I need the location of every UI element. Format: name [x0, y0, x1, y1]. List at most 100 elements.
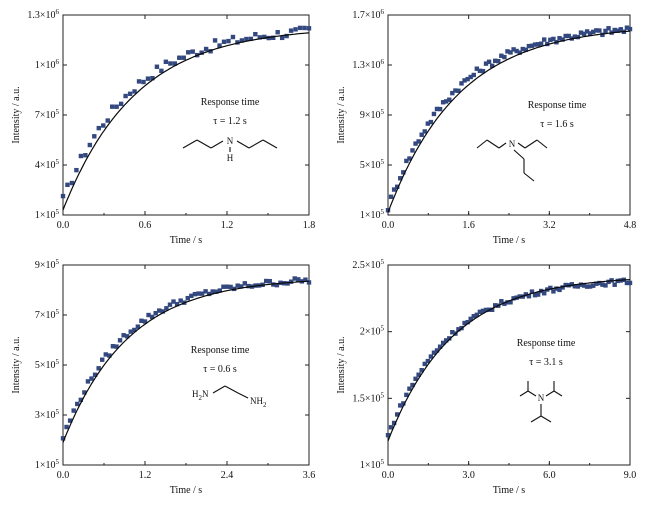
data-point — [447, 336, 452, 341]
data-point — [428, 119, 434, 125]
data-point — [572, 34, 578, 39]
data-point — [526, 43, 532, 49]
bond-line — [523, 172, 535, 182]
data-point — [493, 303, 498, 308]
data-point — [410, 148, 415, 153]
data-point — [105, 118, 110, 123]
data-point — [89, 376, 94, 381]
data-point — [385, 433, 391, 438]
data-point — [569, 282, 574, 287]
data-point — [465, 319, 470, 325]
y-tick-label: 9×105 — [360, 108, 385, 121]
y-tick-exponent: 5 — [56, 158, 60, 166]
data-point — [87, 142, 93, 148]
data-point — [502, 301, 507, 306]
data-point — [107, 353, 112, 358]
data-point — [163, 59, 169, 64]
data-point — [444, 99, 449, 104]
data-point — [128, 329, 133, 334]
y-tick-exponent: 5 — [56, 208, 60, 216]
data-point — [391, 187, 397, 192]
data-point — [437, 344, 443, 349]
data-point — [410, 382, 415, 388]
y-tick-label: 4×105 — [35, 158, 60, 171]
data-point — [401, 401, 406, 406]
data-point — [434, 348, 440, 353]
data-point — [548, 285, 553, 291]
data-point — [296, 277, 301, 282]
tau-value-label: τ = 3.1 s — [529, 357, 563, 368]
data-point — [477, 309, 483, 315]
x-tick-label: 0.0 — [57, 220, 70, 231]
data-point — [508, 50, 513, 55]
data-point — [542, 291, 547, 296]
y-tick-times: ×10 — [40, 60, 56, 71]
data-point — [474, 66, 480, 71]
y-tick-exponent: 5 — [381, 158, 385, 166]
data-point — [266, 35, 271, 41]
data-point — [189, 293, 194, 299]
atom-label: H — [227, 153, 234, 163]
data-point — [275, 30, 280, 35]
data-point — [160, 309, 166, 314]
data-point — [246, 283, 251, 289]
data-point — [142, 319, 148, 324]
data-point — [526, 294, 532, 299]
data-point — [297, 25, 303, 31]
y-tick-mantissa: 2.5 — [352, 260, 365, 271]
data-point — [153, 311, 158, 316]
response-time-label: Response time — [201, 97, 260, 108]
bond-line — [517, 142, 526, 149]
data-point — [199, 291, 205, 296]
data-point — [253, 31, 258, 37]
data-point — [288, 279, 294, 284]
y-tick-label: 5×105 — [360, 158, 385, 171]
data-point — [145, 76, 151, 81]
data-point — [181, 55, 186, 60]
y-tick-exponent: 6 — [381, 58, 385, 66]
data-point — [581, 31, 587, 37]
data-point — [535, 42, 541, 47]
data-point — [603, 28, 608, 34]
data-point — [618, 27, 624, 32]
data-point — [224, 284, 230, 289]
y-tick-mantissa: 1 — [360, 460, 365, 471]
data-point — [124, 334, 130, 339]
data-point — [428, 354, 434, 359]
y-tick-label: 2×105 — [360, 325, 385, 338]
data-point — [489, 63, 495, 68]
bond-line — [498, 142, 507, 149]
y-tick-mantissa: 1.3 — [27, 10, 40, 21]
y-tick-label: 1×105 — [360, 208, 385, 221]
data-point — [532, 42, 538, 47]
y-tick-times: ×10 — [40, 410, 56, 421]
data-point — [67, 418, 73, 423]
y-tick-label: 1×105 — [360, 458, 385, 471]
y-tick-mantissa: 2 — [360, 327, 365, 338]
data-point — [391, 420, 397, 426]
bond-line — [212, 385, 226, 394]
data-point — [101, 123, 106, 128]
data-point — [203, 46, 209, 52]
data-point — [557, 36, 562, 41]
y-tick-times: ×10 — [365, 10, 381, 21]
data-point — [271, 35, 276, 40]
tau-value-label: τ = 0.6 s — [203, 364, 237, 375]
data-point — [477, 68, 483, 74]
bond-line — [236, 140, 250, 149]
data-point — [591, 283, 596, 288]
molecule-structure: N — [476, 139, 548, 182]
data-point — [401, 170, 406, 175]
data-point — [557, 287, 562, 293]
data-point — [174, 301, 180, 307]
data-point — [141, 79, 146, 85]
atom-label: N — [227, 136, 234, 146]
molecule-structure — [212, 385, 249, 399]
data-point — [450, 90, 455, 96]
y-tick-mantissa: 1 — [35, 460, 40, 471]
y-tick-mantissa: 1.7 — [352, 10, 365, 21]
data-point — [612, 282, 617, 287]
bond-line — [224, 385, 239, 394]
data-point — [123, 93, 128, 99]
data-point — [523, 47, 529, 52]
